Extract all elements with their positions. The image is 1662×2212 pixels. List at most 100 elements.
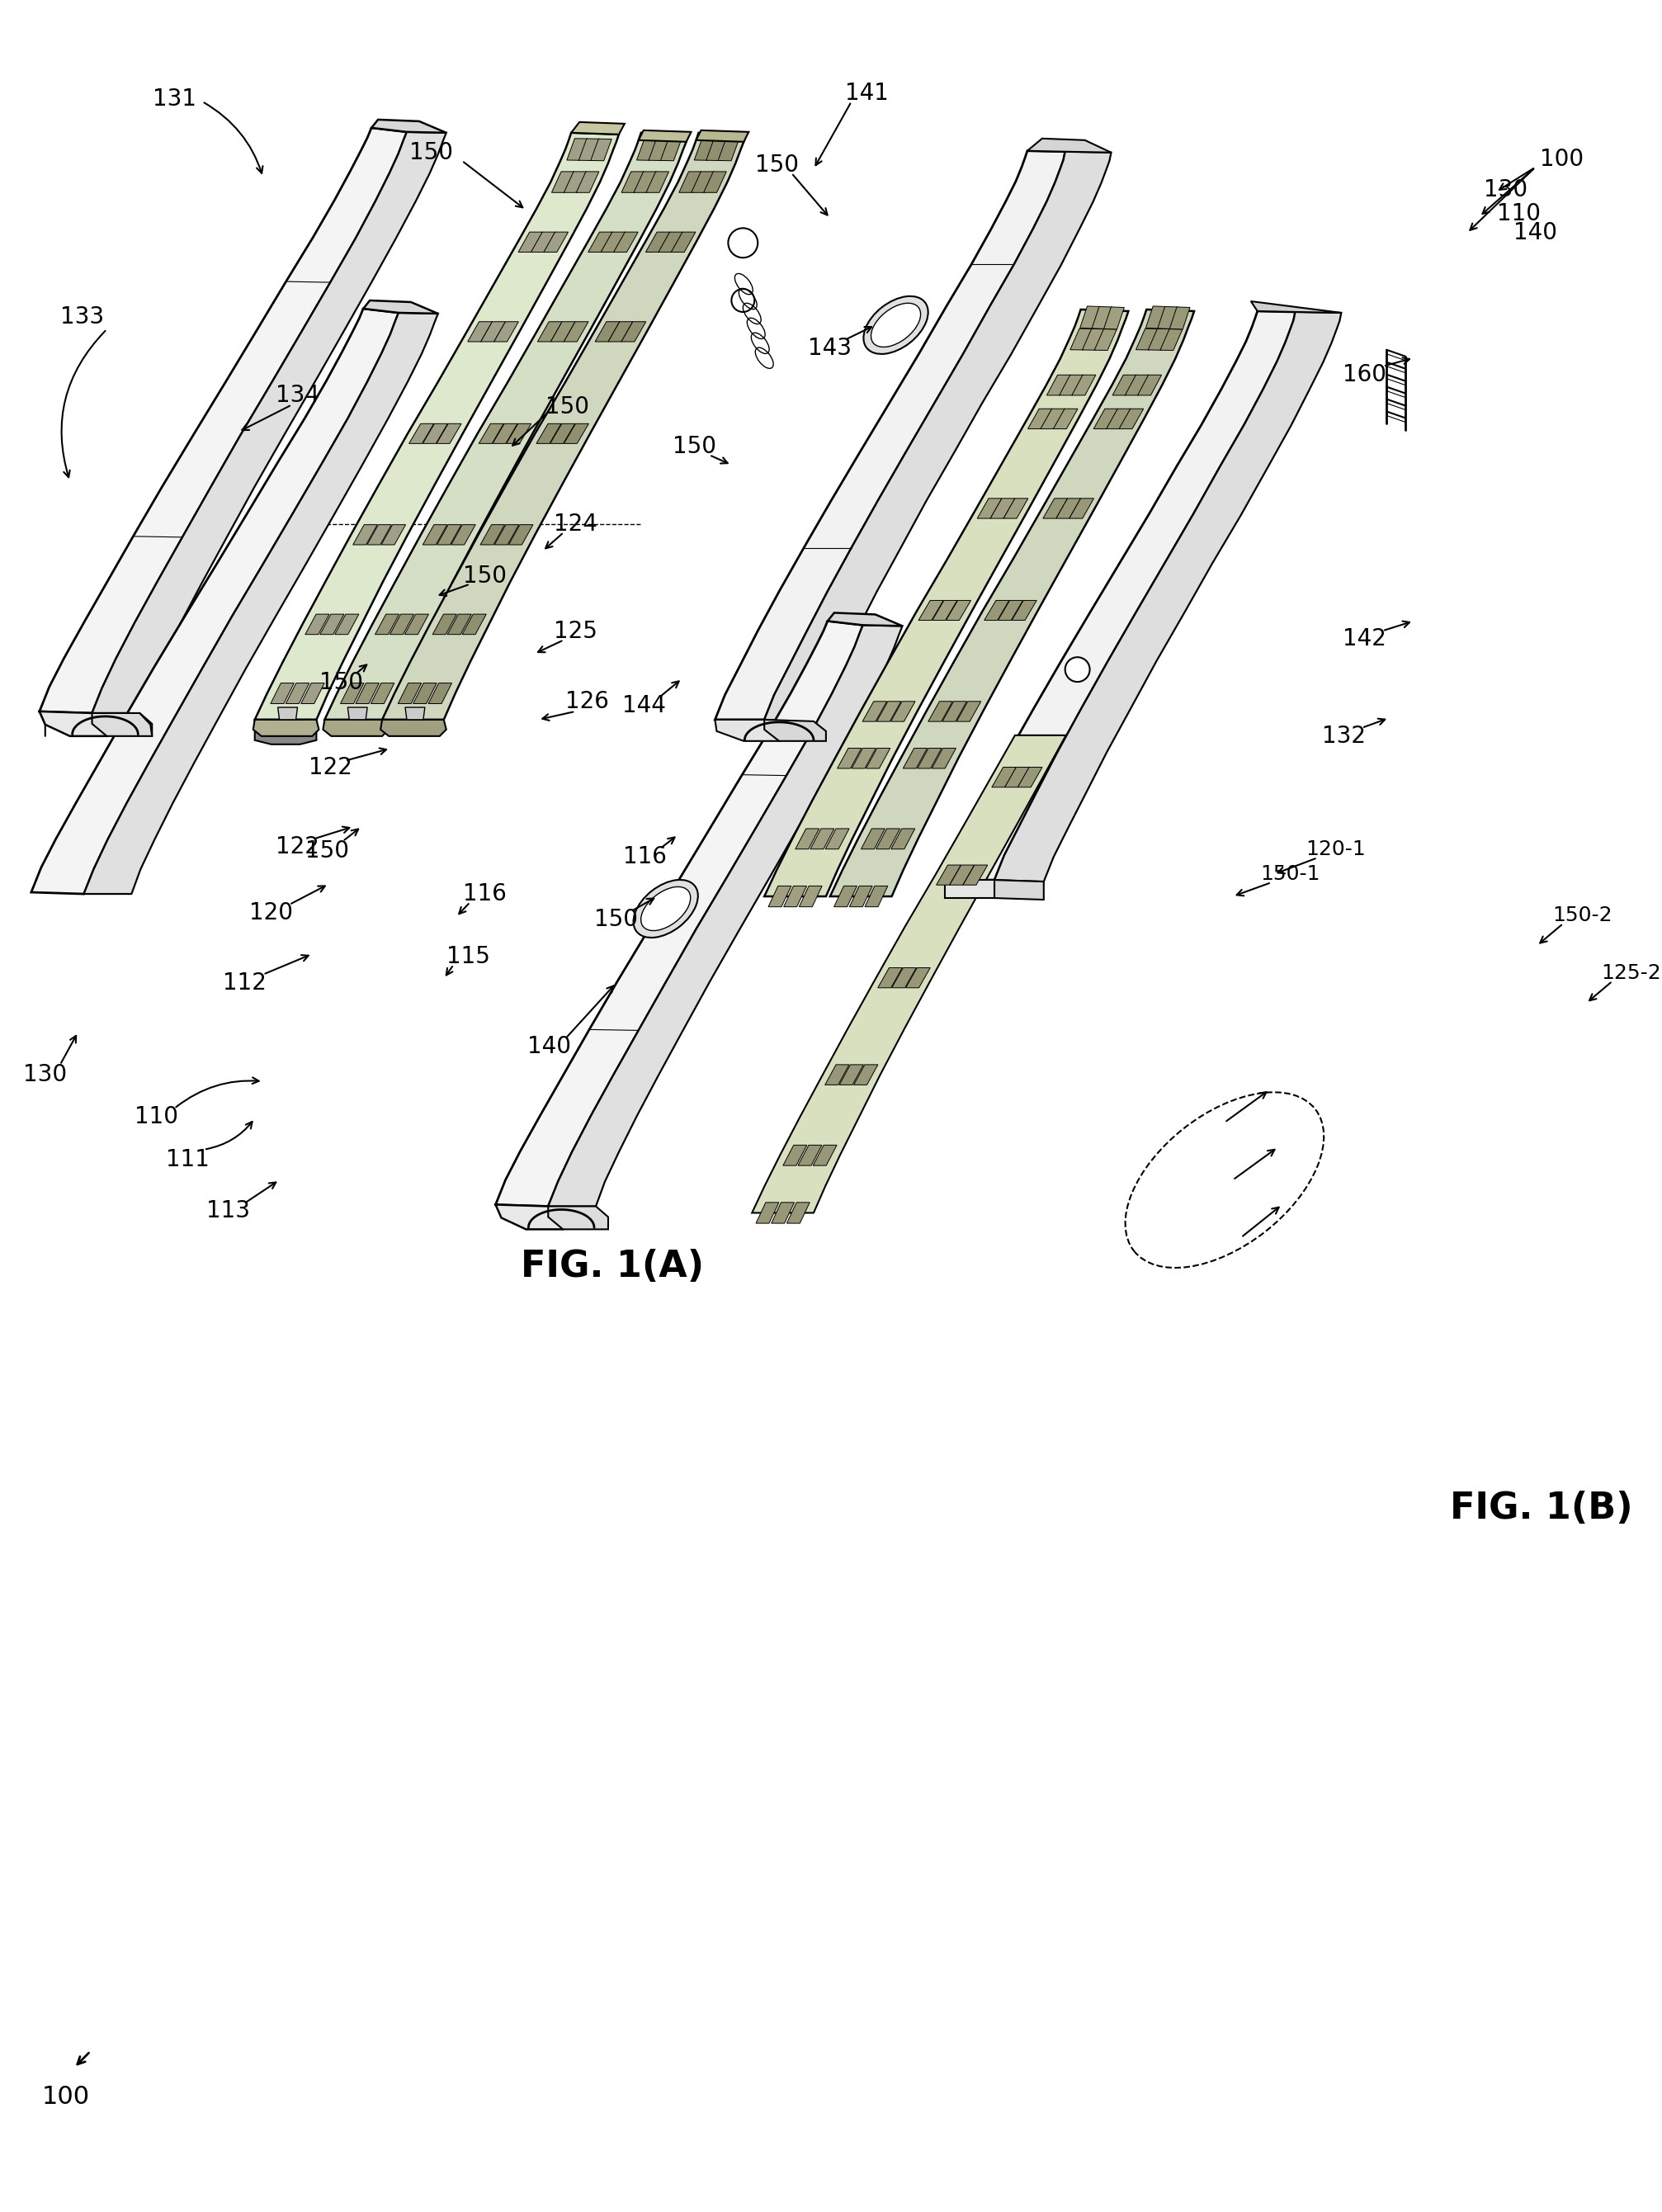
Polygon shape bbox=[376, 615, 399, 635]
Polygon shape bbox=[1135, 330, 1158, 349]
Polygon shape bbox=[906, 967, 929, 989]
Polygon shape bbox=[1042, 498, 1067, 518]
Polygon shape bbox=[389, 615, 414, 635]
Polygon shape bbox=[622, 321, 645, 341]
Text: 116: 116 bbox=[623, 845, 666, 869]
Polygon shape bbox=[751, 734, 1065, 1212]
Polygon shape bbox=[322, 719, 389, 737]
Polygon shape bbox=[422, 524, 447, 544]
Ellipse shape bbox=[640, 887, 690, 931]
Polygon shape bbox=[537, 425, 560, 445]
Polygon shape bbox=[588, 232, 612, 252]
Polygon shape bbox=[254, 133, 618, 719]
Polygon shape bbox=[495, 1206, 563, 1230]
Polygon shape bbox=[849, 887, 873, 907]
Polygon shape bbox=[977, 498, 1001, 518]
Polygon shape bbox=[341, 684, 364, 703]
Polygon shape bbox=[1092, 307, 1112, 330]
Polygon shape bbox=[703, 173, 726, 192]
Polygon shape bbox=[932, 599, 957, 619]
Polygon shape bbox=[578, 139, 600, 161]
Text: 134: 134 bbox=[276, 383, 319, 407]
Polygon shape bbox=[647, 173, 668, 192]
Ellipse shape bbox=[633, 880, 698, 938]
Polygon shape bbox=[917, 748, 941, 768]
Polygon shape bbox=[1079, 305, 1100, 327]
Polygon shape bbox=[254, 719, 316, 743]
Text: 125: 125 bbox=[553, 619, 597, 644]
Polygon shape bbox=[480, 321, 505, 341]
Polygon shape bbox=[768, 887, 791, 907]
Polygon shape bbox=[851, 748, 876, 768]
Polygon shape bbox=[834, 887, 856, 907]
Polygon shape bbox=[432, 615, 457, 635]
Polygon shape bbox=[479, 425, 504, 445]
Polygon shape bbox=[876, 830, 899, 849]
Polygon shape bbox=[32, 310, 399, 894]
Polygon shape bbox=[507, 425, 530, 445]
Polygon shape bbox=[409, 425, 434, 445]
Polygon shape bbox=[866, 748, 889, 768]
Polygon shape bbox=[356, 684, 379, 703]
Polygon shape bbox=[1027, 139, 1110, 153]
Polygon shape bbox=[809, 830, 834, 849]
Polygon shape bbox=[917, 599, 942, 619]
Polygon shape bbox=[494, 321, 519, 341]
Polygon shape bbox=[1004, 498, 1027, 518]
Polygon shape bbox=[876, 701, 901, 721]
Polygon shape bbox=[1160, 330, 1182, 349]
Polygon shape bbox=[429, 684, 452, 703]
Text: 144: 144 bbox=[622, 695, 666, 717]
Polygon shape bbox=[622, 173, 643, 192]
Text: 131: 131 bbox=[153, 88, 196, 111]
Polygon shape bbox=[718, 139, 738, 161]
Text: 150: 150 bbox=[595, 907, 638, 931]
Polygon shape bbox=[828, 613, 902, 626]
Polygon shape bbox=[404, 615, 429, 635]
Polygon shape bbox=[944, 312, 1295, 880]
Polygon shape bbox=[633, 173, 656, 192]
Polygon shape bbox=[853, 1064, 878, 1084]
Text: 150-2: 150-2 bbox=[1551, 905, 1610, 925]
Polygon shape bbox=[543, 232, 568, 252]
Polygon shape bbox=[324, 133, 688, 719]
Polygon shape bbox=[552, 173, 573, 192]
Ellipse shape bbox=[863, 296, 927, 354]
Polygon shape bbox=[863, 701, 886, 721]
Polygon shape bbox=[637, 139, 658, 159]
Text: 132: 132 bbox=[1321, 726, 1365, 748]
Polygon shape bbox=[824, 1064, 849, 1084]
Polygon shape bbox=[824, 830, 849, 849]
Polygon shape bbox=[286, 684, 309, 703]
Polygon shape bbox=[991, 498, 1014, 518]
Text: 120: 120 bbox=[249, 900, 293, 925]
Polygon shape bbox=[891, 701, 914, 721]
Polygon shape bbox=[40, 712, 106, 737]
Polygon shape bbox=[253, 719, 319, 737]
Polygon shape bbox=[794, 830, 819, 849]
Text: 160: 160 bbox=[1341, 363, 1386, 385]
Text: 140: 140 bbox=[527, 1035, 570, 1057]
Polygon shape bbox=[1027, 409, 1052, 429]
Polygon shape bbox=[783, 1146, 806, 1166]
Polygon shape bbox=[942, 701, 966, 721]
Polygon shape bbox=[537, 321, 562, 341]
Polygon shape bbox=[1094, 330, 1117, 349]
Polygon shape bbox=[962, 865, 987, 885]
Polygon shape bbox=[997, 599, 1022, 619]
Polygon shape bbox=[492, 425, 517, 445]
Polygon shape bbox=[1010, 599, 1035, 619]
Polygon shape bbox=[1104, 307, 1124, 330]
Polygon shape bbox=[447, 615, 472, 635]
Polygon shape bbox=[1082, 330, 1104, 349]
Polygon shape bbox=[984, 599, 1009, 619]
Polygon shape bbox=[1040, 409, 1064, 429]
Text: 111: 111 bbox=[166, 1148, 209, 1170]
Polygon shape bbox=[278, 708, 297, 719]
Text: 122: 122 bbox=[276, 836, 319, 858]
Circle shape bbox=[1065, 657, 1089, 681]
Polygon shape bbox=[362, 301, 437, 314]
Polygon shape bbox=[864, 887, 888, 907]
Polygon shape bbox=[367, 524, 391, 544]
Polygon shape bbox=[437, 425, 460, 445]
